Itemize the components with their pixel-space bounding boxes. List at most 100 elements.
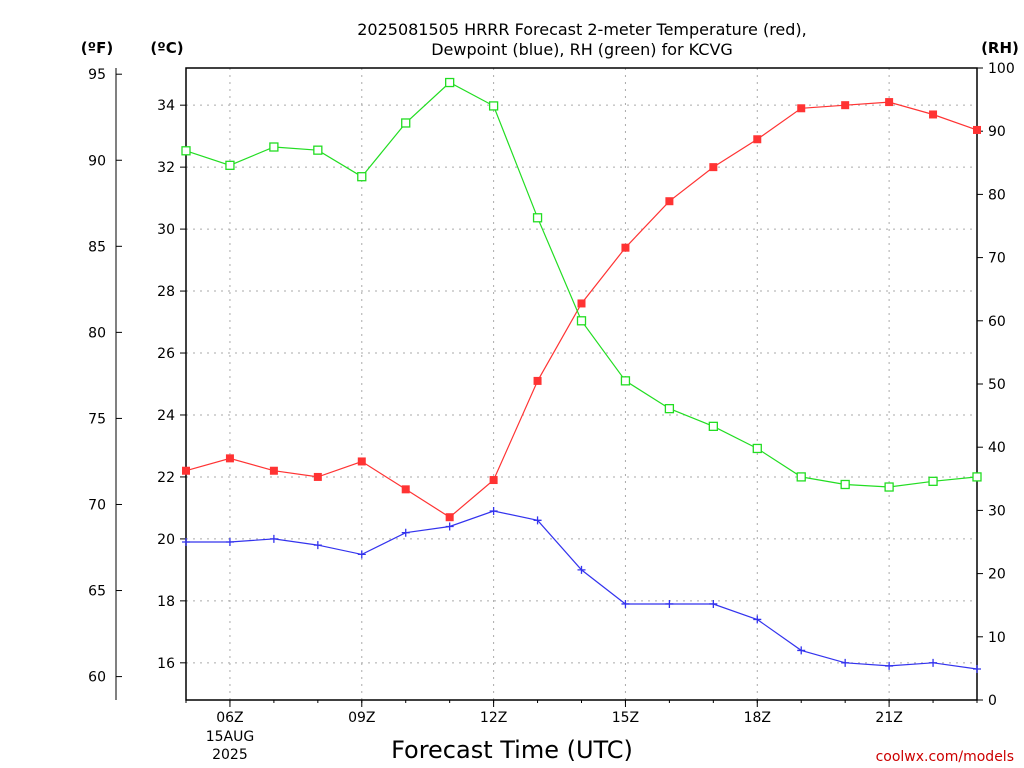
x-tick-year-label: 2025	[212, 747, 248, 763]
x-tick-label: 09Z	[348, 710, 375, 726]
rh-point	[620, 376, 631, 386]
rh-tick-label: 50	[988, 377, 1006, 393]
celsius-unit-label: (ºC)	[150, 39, 183, 57]
rh-tick-label: 90	[988, 124, 1006, 140]
fahrenheit-tick-label: 70	[88, 497, 106, 513]
rh-tick-label: 10	[988, 630, 1006, 646]
rh-unit-label: (RH)	[981, 39, 1019, 57]
temperature-point	[401, 485, 410, 494]
x-tick-label: 06Z	[216, 710, 243, 726]
fahrenheit-tick-label: 85	[88, 239, 106, 255]
fahrenheit-tick-label: 90	[88, 153, 106, 169]
rh-point	[708, 421, 718, 431]
celsius-tick-label: 20	[157, 532, 175, 548]
dewpoint-point	[709, 599, 718, 608]
dewpoint-point	[621, 599, 630, 608]
dewpoint-point	[533, 516, 542, 525]
dewpoint-point	[489, 507, 498, 516]
temperature-point	[621, 243, 630, 252]
temperature-point	[489, 476, 498, 485]
rh-point	[884, 482, 894, 492]
rh-series	[181, 77, 982, 492]
dewpoint-point	[973, 665, 981, 674]
rh-point	[972, 472, 982, 482]
temperature-point	[269, 466, 278, 475]
rh-point	[576, 316, 587, 326]
celsius-tick-label: 26	[157, 346, 175, 362]
dewpoint-point	[182, 538, 190, 546]
x-tick-label: 15Z	[612, 710, 639, 726]
fahrenheit-unit-label: (ºF)	[81, 39, 113, 57]
axes: 06Z 15AUG 2025 09Z 12Z 15Z 18Z 21Z 16 18 20 22 24 26 2…	[88, 61, 1015, 763]
rh-tick-label: 0	[988, 693, 997, 709]
rh-point	[269, 142, 279, 152]
rh-tick-label: 100	[988, 61, 1015, 77]
x-tick-label: 12Z	[480, 710, 507, 726]
dewpoint-point	[797, 646, 806, 655]
x-axis-label: Forecast Time (UTC)	[391, 736, 633, 764]
temperature-point	[445, 513, 454, 522]
dewpoint-point	[225, 538, 234, 546]
temperature-point	[929, 110, 938, 119]
dewpoint-point	[401, 528, 410, 537]
temperature-point	[797, 104, 806, 113]
celsius-tick-label: 18	[157, 594, 175, 610]
rh-point	[488, 101, 499, 111]
rh-point	[313, 145, 323, 155]
dewpoint-point	[313, 541, 322, 550]
rh-tick-label: 80	[988, 187, 1006, 203]
rh-point	[840, 479, 850, 490]
rh-point	[664, 403, 675, 414]
fahrenheit-tick-label: 60	[88, 670, 106, 686]
dewpoint-point	[577, 565, 586, 574]
dewpoint-point	[357, 550, 366, 559]
dewpoint-point	[929, 658, 938, 667]
temperature-point	[357, 457, 366, 466]
temperature-point	[313, 472, 322, 481]
temperature-point	[665, 197, 674, 206]
dewpoint-series	[182, 507, 981, 674]
rh-tick-label: 20	[988, 567, 1006, 583]
rh-point	[445, 77, 455, 88]
celsius-tick-label: 30	[157, 222, 175, 238]
x-tick-date-label: 15AUG	[206, 729, 255, 745]
temperature-point	[709, 163, 718, 172]
rh-point	[752, 443, 762, 454]
dewpoint-point	[665, 599, 674, 608]
rh-point	[928, 476, 938, 486]
temperature-point	[885, 98, 894, 107]
fahrenheit-tick-label: 65	[88, 584, 106, 600]
data-series	[181, 77, 982, 674]
rh-point	[357, 172, 367, 182]
temperature-point	[841, 101, 850, 110]
x-tick-label: 21Z	[875, 710, 902, 726]
celsius-tick-label: 22	[157, 470, 175, 486]
dewpoint-point	[269, 534, 278, 543]
temperature-series	[182, 98, 981, 522]
chart-title-line1: 2025081505 HRRR Forecast 2-meter Tempera…	[357, 20, 807, 39]
celsius-tick-label: 32	[157, 160, 175, 176]
celsius-tick-label: 16	[157, 656, 175, 672]
rh-point	[796, 472, 806, 482]
credit-label: coolwx.com/models	[876, 749, 1014, 765]
rh-point	[225, 160, 235, 170]
x-tick-label: 18Z	[744, 710, 771, 726]
dewpoint-point	[885, 661, 894, 670]
rh-point	[181, 146, 191, 156]
plot-frame	[185, 67, 978, 701]
celsius-tick-label: 28	[157, 284, 175, 300]
fahrenheit-tick-label: 75	[88, 411, 106, 427]
rh-point	[532, 213, 543, 223]
temperature-point	[225, 454, 234, 463]
temperature-point	[753, 135, 762, 144]
rh-tick-label: 60	[988, 314, 1006, 330]
temperature-point	[182, 466, 190, 475]
dewpoint-point	[445, 522, 454, 531]
chart-title-line2: Dewpoint (blue), RH (green) for KCVG	[431, 40, 733, 59]
dewpoint-point	[841, 658, 850, 667]
fahrenheit-tick-label: 80	[88, 325, 106, 341]
temperature-point	[973, 125, 981, 134]
temperature-point	[577, 299, 586, 308]
fahrenheit-tick-label: 95	[88, 67, 106, 83]
dewpoint-point	[753, 615, 762, 624]
